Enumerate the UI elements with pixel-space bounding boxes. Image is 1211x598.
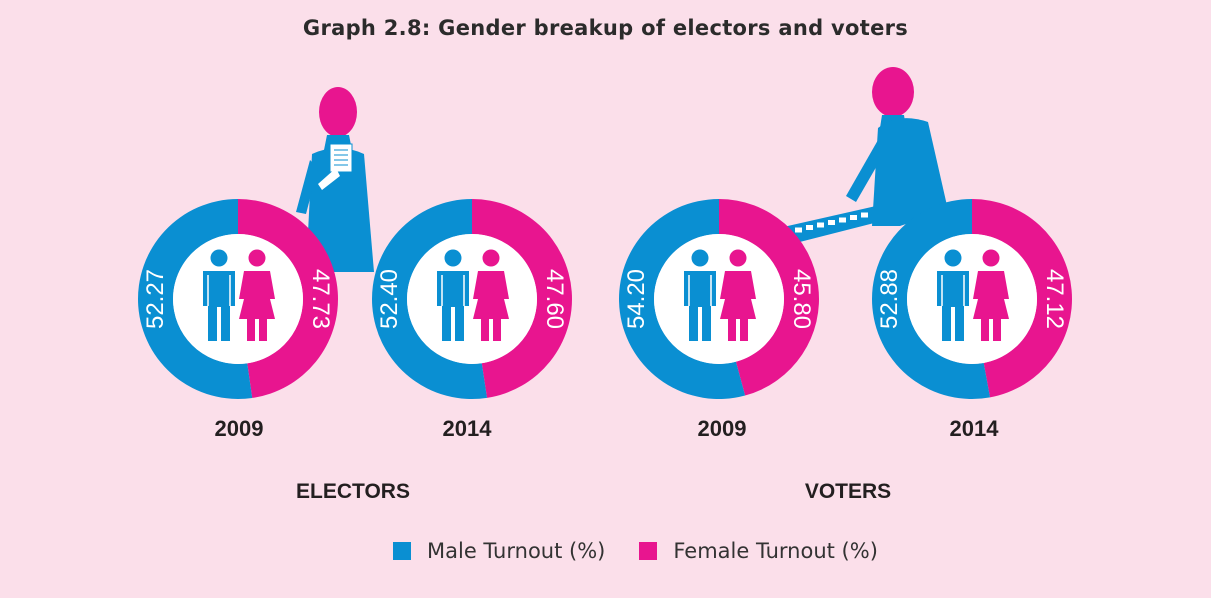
elector-figure-head — [319, 87, 357, 137]
evm-button — [839, 217, 846, 223]
data-label-male: 52.27 — [142, 269, 169, 329]
female-head — [982, 249, 1000, 267]
year-label-electors-2014: 2014 — [442, 416, 492, 441]
donut-slice-male — [371, 199, 488, 399]
group-label-voters: VOTERS — [804, 480, 892, 503]
elector-figure-arm — [296, 160, 318, 214]
donut-voters-2009: 54.20 45.80 — [618, 199, 819, 399]
evm-button — [795, 227, 802, 233]
evm-button — [817, 222, 824, 228]
male-head — [691, 249, 709, 267]
male-head — [210, 249, 228, 267]
donut-slice-male — [618, 199, 746, 399]
donut-hole — [173, 234, 303, 364]
legend-swatch-female — [639, 542, 658, 560]
donut-slice-male — [137, 199, 253, 400]
voter-figure-arm — [846, 140, 886, 202]
year-label-voters-2014: 2014 — [949, 416, 999, 441]
donut-hole — [407, 234, 537, 364]
data-label-female: 47.60 — [541, 269, 568, 329]
group-label-electors: ELECTORS — [296, 480, 410, 503]
donut-slice-male — [871, 199, 990, 399]
female-head — [482, 249, 500, 267]
legend-swatch-male — [393, 542, 411, 560]
data-label-male: 54.20 — [623, 269, 650, 329]
chart-title: Graph 2.8: Gender breakup of electors an… — [302, 16, 909, 40]
donut-slice-female — [972, 199, 1072, 398]
evm-button — [861, 212, 868, 218]
voter-figure-body — [872, 118, 948, 226]
donut-hole — [654, 234, 784, 364]
donut-electors-2014: 52.40 47.60 — [371, 199, 572, 399]
male-head — [944, 249, 962, 267]
donut-voters-2014: 52.88 47.12 — [871, 199, 1072, 399]
elector-figure-illustration — [296, 87, 374, 272]
donut-electors-2009: 52.27 47.73 — [137, 199, 338, 400]
legend: Male Turnout (%) Female Turnout (%) — [393, 538, 878, 564]
male-head — [444, 249, 462, 267]
legend-item-male: Male Turnout (%) — [393, 539, 605, 563]
legend-label-female: Female Turnout (%) — [673, 539, 878, 563]
male-body — [937, 271, 969, 341]
voter-figure-illustration — [770, 67, 948, 246]
year-label-electors-2009: 2009 — [214, 416, 264, 441]
elector-figure-body — [306, 148, 374, 272]
data-label-male: 52.88 — [876, 269, 903, 329]
data-label-female: 45.80 — [788, 269, 815, 329]
id-card-icon — [329, 143, 353, 173]
voter-figure-head — [872, 67, 914, 117]
data-label-female: 47.12 — [1041, 269, 1068, 329]
female-head — [729, 249, 747, 267]
data-label-female: 47.73 — [307, 269, 334, 329]
donut-slice-female — [238, 199, 338, 398]
year-label-voters-2009: 2009 — [697, 416, 747, 441]
donut-slice-female — [472, 199, 572, 398]
female-body — [973, 271, 1009, 341]
female-body — [239, 271, 275, 341]
legend-item-female: Female Turnout (%) — [639, 539, 878, 563]
female-head — [248, 249, 266, 267]
data-label-male: 52.40 — [376, 269, 403, 329]
donut-hole — [907, 234, 1037, 364]
evm-button — [806, 225, 813, 230]
male-body — [203, 271, 235, 341]
female-body — [473, 271, 509, 341]
male-body — [684, 271, 716, 341]
elector-figure-hand — [318, 168, 340, 190]
legend-label-male: Male Turnout (%) — [427, 539, 606, 563]
evm-button — [850, 215, 857, 220]
male-body — [437, 271, 469, 341]
evm-button — [828, 220, 835, 225]
female-body — [720, 271, 756, 341]
donut-slice-female — [719, 199, 819, 396]
